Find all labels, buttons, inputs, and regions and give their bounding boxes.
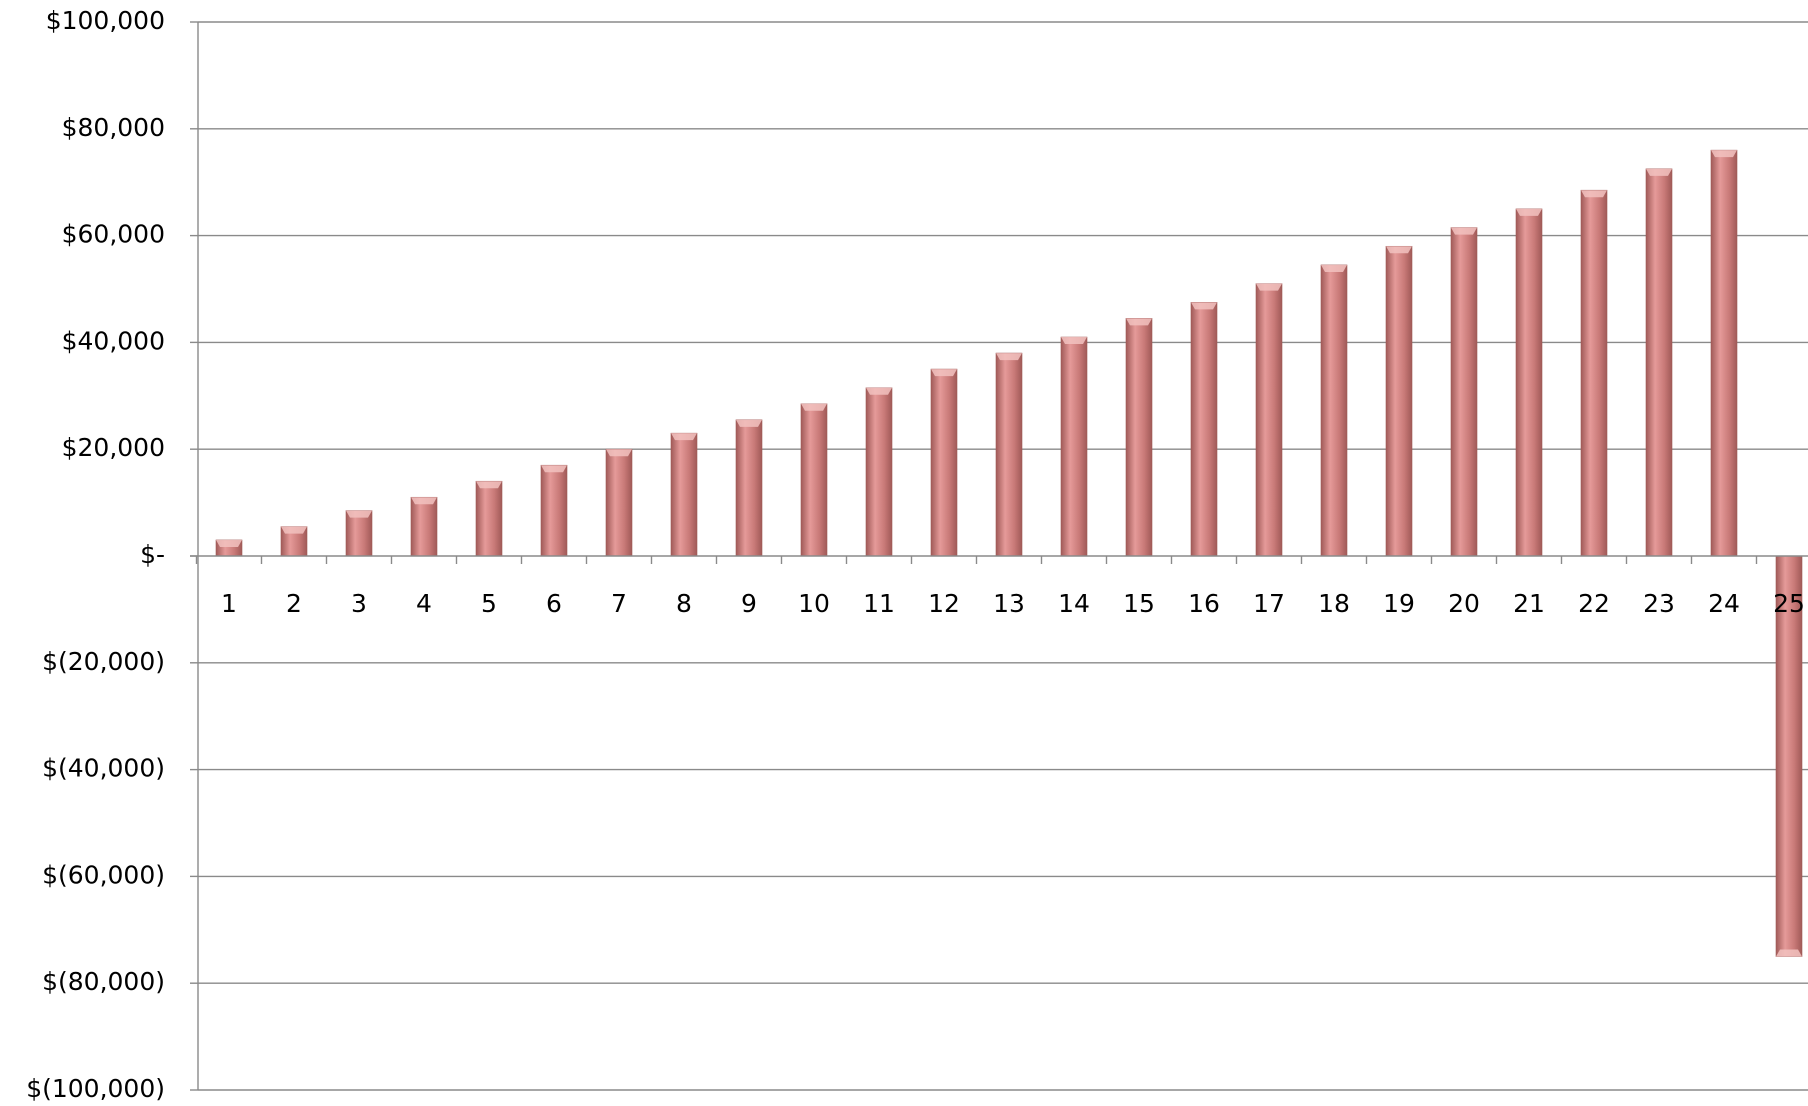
bar <box>930 368 958 557</box>
bar <box>865 387 893 557</box>
bar <box>1450 227 1478 557</box>
bar <box>280 526 308 557</box>
bar <box>1775 555 1803 957</box>
y-tick-label: $(100,000) <box>26 1074 165 1103</box>
bar <box>410 496 438 557</box>
bar <box>1060 336 1088 557</box>
x-tick-label: 2 <box>286 589 302 618</box>
x-tick-label: 11 <box>863 589 895 618</box>
y-tick-label: $(40,000) <box>42 754 165 783</box>
y-tick-label: $- <box>140 540 165 569</box>
x-tick-label: 4 <box>416 589 432 618</box>
y-tick-label: $20,000 <box>62 433 165 462</box>
x-tick-label: 7 <box>611 589 627 618</box>
y-tick-label: $(80,000) <box>42 967 165 996</box>
x-tick-label: 14 <box>1058 589 1090 618</box>
x-tick-label: 23 <box>1643 589 1675 618</box>
x-tick-label: 12 <box>928 589 960 618</box>
x-tick-label: 6 <box>546 589 562 618</box>
x-tick-label: 18 <box>1318 589 1350 618</box>
bar <box>995 352 1023 557</box>
bar <box>605 448 633 557</box>
x-tick-label: 24 <box>1708 589 1740 618</box>
bar <box>540 464 568 557</box>
x-tick-label: 1 <box>221 589 237 618</box>
y-axis-tick-labels: $100,000 $80,000 $60,000 $40,000 $20,000 $- $(… <box>26 6 165 1103</box>
x-tick-label: 17 <box>1253 589 1285 618</box>
bar <box>800 403 828 557</box>
x-tick-label: 21 <box>1513 589 1545 618</box>
x-tick-label: 20 <box>1448 589 1480 618</box>
bar <box>1385 245 1413 557</box>
x-axis-tick-labels: 1 2 3 4 5 6 7 8 9 10 11 12 13 14 15 16 17 18 19 20 21 22 23 24 2… <box>221 589 1805 618</box>
bar <box>670 432 698 557</box>
bar <box>1515 208 1543 557</box>
y-tick-label: $40,000 <box>62 326 165 355</box>
y-tick-label: $100,000 <box>46 6 165 35</box>
x-tick-label: 22 <box>1578 589 1610 618</box>
bar <box>1710 149 1738 557</box>
x-tick-label: 16 <box>1188 589 1220 618</box>
bars <box>215 149 1803 957</box>
bar <box>1320 264 1348 557</box>
bar <box>215 539 243 557</box>
bar <box>1580 189 1608 557</box>
y-tick-label: $(20,000) <box>42 647 165 676</box>
x-tick-label: 19 <box>1383 589 1415 618</box>
bar <box>1255 283 1283 557</box>
x-tick-label: 5 <box>481 589 497 618</box>
bar <box>475 480 503 557</box>
bar <box>1190 302 1218 557</box>
x-tick-label: 3 <box>351 589 367 618</box>
x-tick-label: 8 <box>676 589 692 618</box>
y-tick-label: $60,000 <box>62 220 165 249</box>
y-tick-label: $(60,000) <box>42 860 165 889</box>
x-tick-label: 25 <box>1773 589 1805 618</box>
bar <box>735 419 763 557</box>
bar <box>1645 168 1673 557</box>
x-tick-label: 13 <box>993 589 1025 618</box>
x-tick-label: 15 <box>1123 589 1155 618</box>
x-tick-label: 10 <box>798 589 830 618</box>
y-tick-label: $80,000 <box>62 113 165 142</box>
bar <box>1125 318 1153 557</box>
axes <box>190 21 1808 1091</box>
x-tick-label: 9 <box>741 589 757 618</box>
bar <box>345 510 373 557</box>
